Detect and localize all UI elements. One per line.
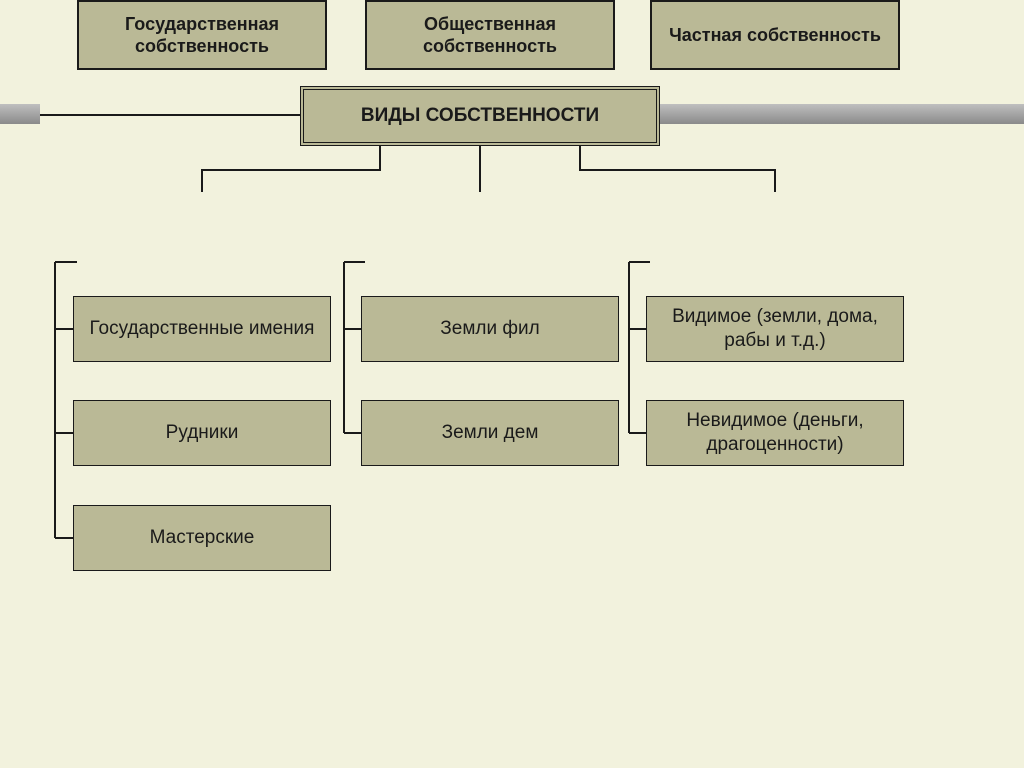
item-state-3: Мастерские <box>73 505 331 571</box>
item-state-1: Государственные имения <box>73 296 331 362</box>
decorative-bar-right <box>660 104 1024 124</box>
item-state-2: Рудники <box>73 400 331 466</box>
item-private-2: Невидимое (деньги, драгоценности) <box>646 400 904 466</box>
category-public: Общественная собственность <box>365 0 615 70</box>
decorative-bar-left <box>0 104 40 124</box>
decorative-line-left <box>40 114 300 116</box>
item-private-1: Видимое (земли, дома, рабы и т.д.) <box>646 296 904 362</box>
item-public-2: Земли дем <box>361 400 619 466</box>
root-node: ВИДЫ СОБСТВЕННОСТИ <box>300 86 660 146</box>
category-private: Частная собственность <box>650 0 900 70</box>
item-public-1: Земли фил <box>361 296 619 362</box>
category-state: Государственная собственность <box>77 0 327 70</box>
